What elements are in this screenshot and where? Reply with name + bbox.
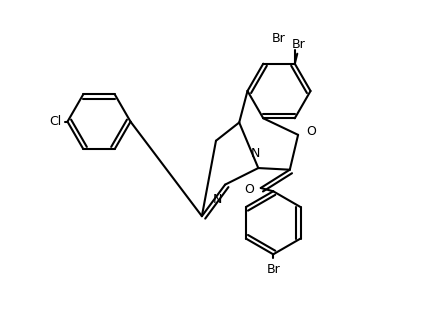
Text: Br: Br	[292, 38, 306, 51]
Text: Br: Br	[266, 263, 280, 276]
Text: N: N	[212, 193, 222, 206]
Text: N: N	[250, 147, 260, 160]
Text: Cl: Cl	[49, 115, 62, 128]
Text: Br: Br	[272, 31, 286, 45]
Text: O: O	[244, 183, 254, 196]
Text: O: O	[306, 125, 316, 138]
